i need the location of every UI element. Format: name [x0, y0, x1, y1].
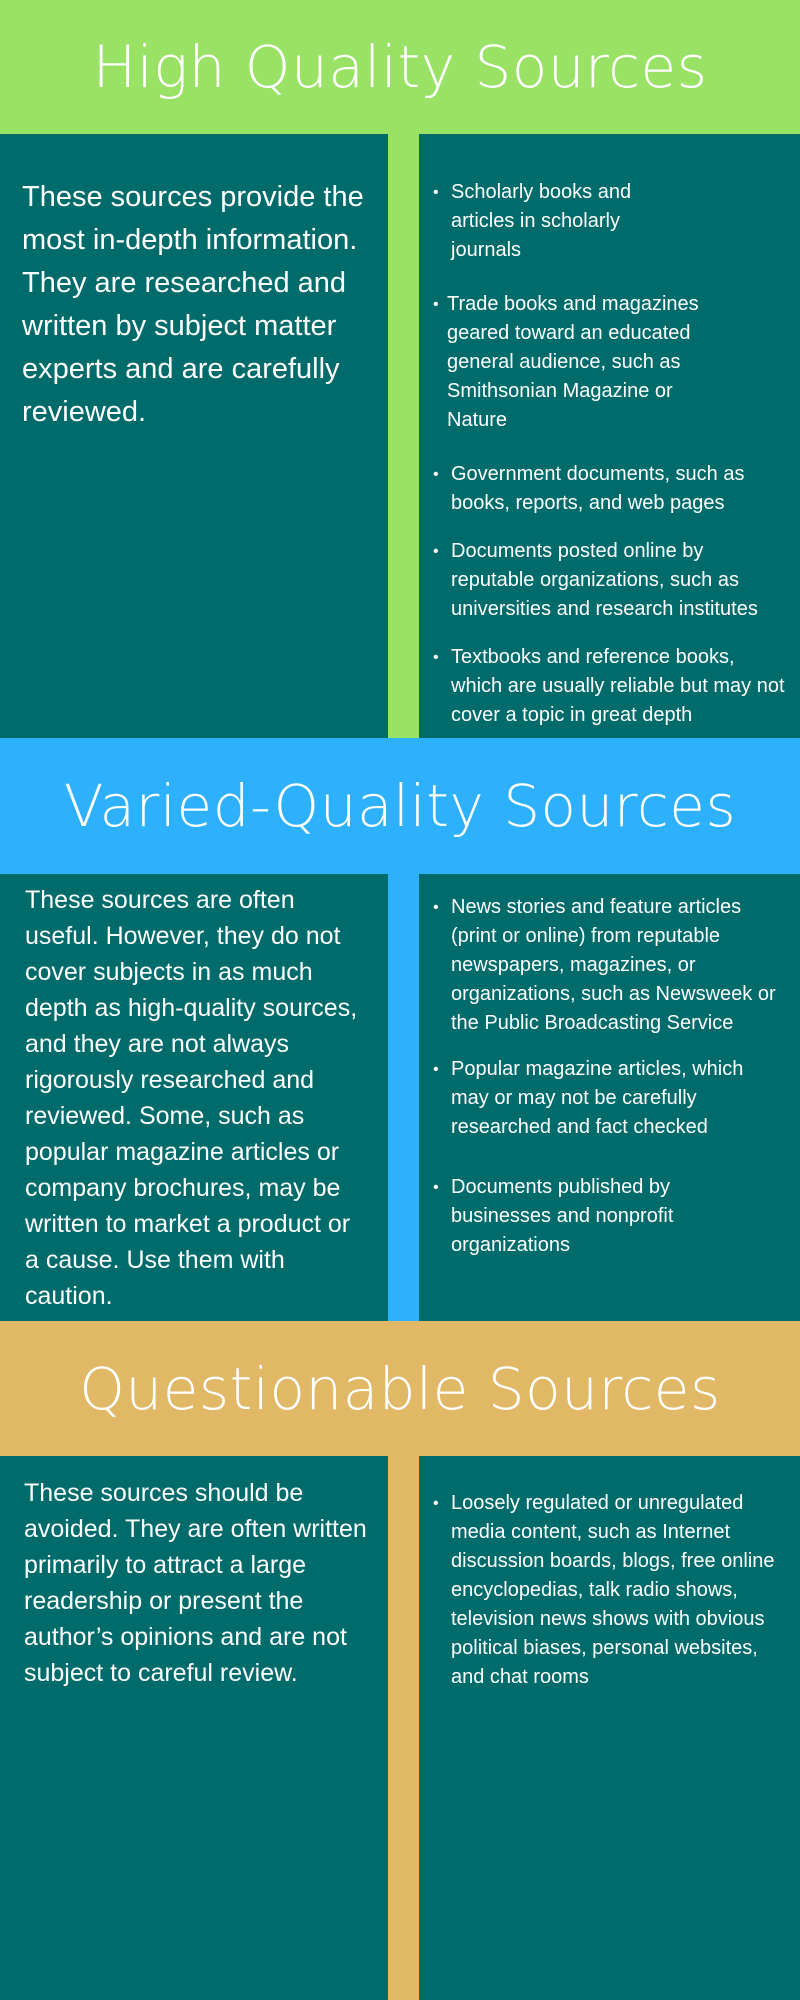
list-item: Trade books and magazines geared toward …: [419, 290, 800, 435]
section-divider: [388, 1456, 419, 2000]
section-title: Questionable Sources: [79, 1354, 721, 1423]
section-header-varied-quality: Varied-Quality Sources: [0, 738, 800, 874]
section-intro: These sources should be avoided. They ar…: [24, 1479, 367, 1687]
list-item: Loosely regulated or unregulated media c…: [419, 1489, 800, 1692]
source-list: News stories and feature articles (print…: [419, 893, 800, 1260]
list-item: News stories and feature articles (print…: [419, 893, 800, 1038]
list-item: Scholarly books and articles in scholarl…: [419, 178, 800, 265]
section-header-questionable: Questionable Sources: [0, 1321, 800, 1456]
section-intro: These sources are often useful. However,…: [25, 886, 358, 1310]
list-item: Textbooks and reference books, which are…: [419, 643, 800, 730]
section-title: Varied-Quality Sources: [63, 772, 737, 840]
section-divider: [388, 874, 419, 1321]
section-header-high-quality: High Quality Sources: [0, 0, 800, 134]
section-intro: These sources provide the most in-depth …: [22, 181, 364, 428]
list-item: Documents published by businesses and no…: [419, 1173, 800, 1260]
list-item: Popular magazine articles, which may or …: [419, 1055, 800, 1142]
list-item: Documents posted online by reputable org…: [419, 537, 800, 624]
source-list: Loosely regulated or unregulated media c…: [419, 1489, 800, 1692]
section-title: High Quality Sources: [92, 33, 708, 101]
source-list: Scholarly books and articles in scholarl…: [419, 178, 800, 730]
section-divider: [388, 134, 419, 738]
list-item: Government documents, such as books, rep…: [419, 460, 800, 518]
